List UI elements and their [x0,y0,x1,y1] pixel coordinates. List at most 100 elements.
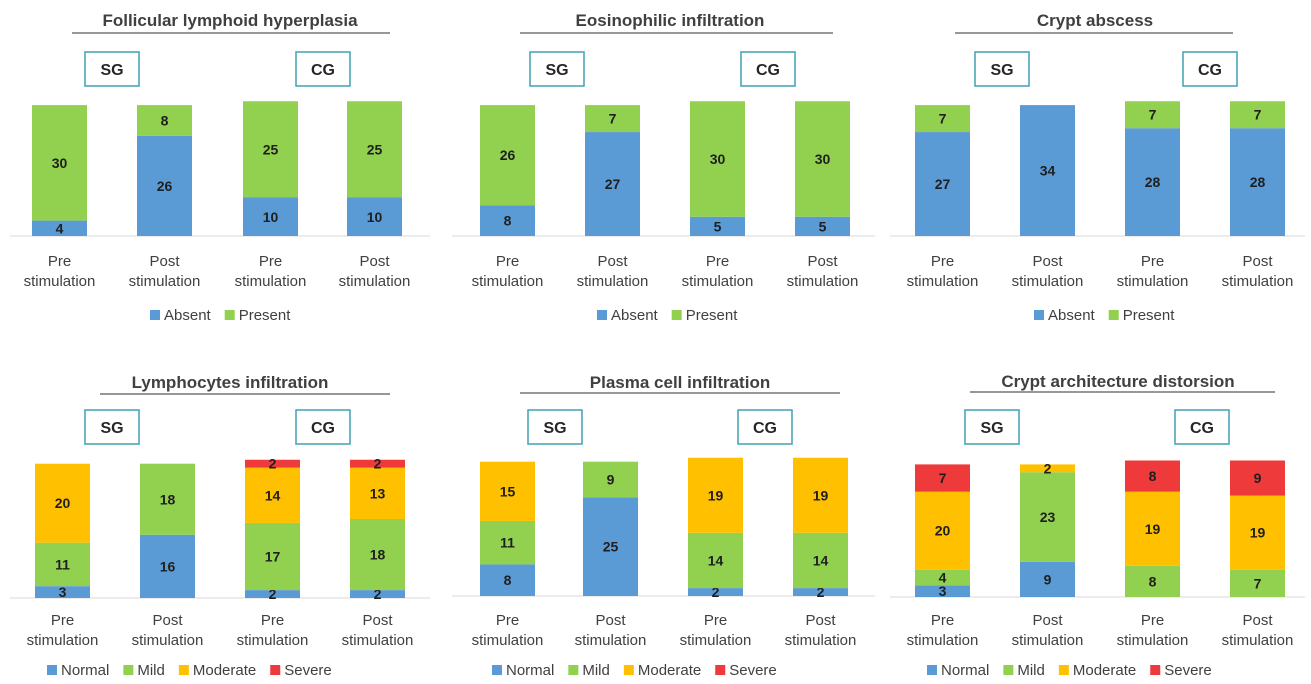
bar-segment-present [585,105,640,133]
data-label: 19 [813,487,829,503]
category-label: Post [359,253,390,270]
legend-label-mild: Mild [137,662,165,679]
category-label: stimulation [1012,632,1084,649]
chart-panel-3: Crypt abscess SG CG 27 7 Pre stimulation 34 Post… [890,11,1305,324]
group-box-sg [84,409,140,445]
bar-segment-mild [35,542,90,587]
bar-segment-normal [245,590,300,598]
bar-segment-mild [583,461,638,498]
bar-segment-present [1125,101,1180,129]
data-label: 10 [263,209,279,225]
legend-swatch-present [224,310,235,320]
bar-segment-moderate [35,463,90,543]
legend-label-moderate: Moderate [1073,662,1136,679]
bar-segment-present [795,101,850,217]
group-box-cg [1182,51,1238,87]
category-label: stimulation [577,273,649,290]
data-label: 15 [500,483,516,499]
legend-swatch-mild [1003,665,1014,675]
category-label: Post [597,253,628,270]
category-label: stimulation [1222,273,1294,290]
chart-panel-6: Crypt architecture distorsion SG CG 34 20 7 Pr… [890,372,1305,679]
category-label: Pre [1141,253,1164,270]
bar-segment-absent [915,132,970,236]
bar-segment-absent [1230,128,1285,236]
data-label: 11 [55,556,70,572]
category-label: Post [805,612,836,629]
group-label-sg: SG [980,420,1003,437]
bar-segment-absent [480,205,535,236]
data-label: 7 [1149,107,1157,123]
legend-swatch-mild [568,665,579,675]
bar-segment-severe [1125,460,1180,492]
category-label: stimulation [237,632,309,649]
bar-segment-mild [915,569,970,586]
data-label: 8 [504,572,512,588]
data-label: 28 [1145,174,1161,190]
bar-segment-severe [350,459,405,468]
category-label: Post [807,253,838,270]
category-label: stimulation [27,632,99,649]
category-label: Pre [496,612,519,629]
bar-segment-present [32,105,87,221]
bar-segment-normal [140,534,195,598]
data-label: 3 [59,584,67,600]
group-label-cg: CG [753,420,777,437]
data-label: 7 [939,470,947,486]
data-label: 19 [1145,521,1161,537]
data-label: 13 [370,485,386,501]
chart-panel-1: Follicular lymphoid hyperplasia SG CG 4 30 Pr… [10,11,430,324]
category-label: Post [1032,612,1063,629]
data-label: 14 [813,552,829,568]
data-label: 7 [1254,107,1262,123]
category-label: Pre [931,612,954,629]
bar-segment-absent [347,197,402,236]
group-box-cg [295,409,351,445]
legend-label-mild: Mild [1017,662,1045,679]
group-box-cg [737,409,793,445]
category-label: Pre [48,253,71,270]
data-label: 18 [160,491,176,507]
legend-swatch-severe [270,665,281,675]
bar-segment-mild [140,463,195,535]
legend-swatch-mild [123,665,134,675]
data-label: 2 [269,456,277,472]
category-label: stimulation [907,273,979,290]
category-label: Pre [1141,612,1164,629]
legend-label-normal: Normal [506,662,554,679]
data-label: 11 [500,535,515,551]
bar-segment-normal [915,585,970,597]
bar-segment-normal [583,497,638,596]
category-label: Post [149,253,180,270]
category-label: stimulation [132,632,204,649]
legend-swatch-absent [150,310,160,320]
legend-label-moderate: Moderate [638,662,701,679]
category-label: stimulation [129,273,201,290]
category-label: stimulation [575,632,647,649]
legend-swatch-absent [597,310,607,320]
bar-segment-present [243,101,298,198]
data-label: 34 [1040,163,1056,179]
bar-segment-moderate [350,467,405,519]
bar-segment-absent [243,197,298,236]
data-label: 25 [367,141,383,157]
data-label: 7 [1254,575,1262,591]
bar-segment-mild [1125,565,1180,597]
data-label: 2 [374,586,382,602]
data-label: 30 [710,151,726,167]
data-label: 17 [265,549,281,565]
legend-label-absent: Absent [611,307,659,324]
data-label: 16 [160,558,176,574]
data-label: 27 [605,176,621,192]
data-label: 5 [819,218,827,234]
bar-segment-severe [1230,460,1285,496]
data-label: 25 [263,141,279,157]
data-label: 2 [712,584,720,600]
bar-segment-mild [1020,472,1075,562]
legend-label-absent: Absent [1048,307,1096,324]
data-label: 3 [939,583,947,599]
legend-label-severe: Severe [1164,662,1212,679]
group-box-sg [974,51,1030,87]
data-label: 8 [1149,468,1157,484]
